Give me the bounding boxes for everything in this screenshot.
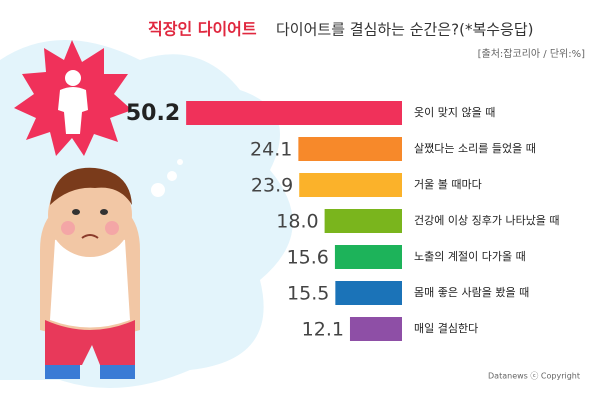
starburst: [14, 40, 132, 156]
value-label: 18.0: [276, 211, 318, 233]
bar: [335, 281, 402, 305]
value-label: 50.2: [126, 101, 180, 126]
value-label: 23.9: [251, 175, 293, 197]
value-label: 12.1: [302, 319, 344, 341]
bar: [334, 245, 402, 269]
bar: [298, 137, 402, 161]
category-label: 옷이 맞지 않을 때: [414, 106, 495, 119]
category-label: 건강에 이상 징후가 나타났을 때: [414, 214, 560, 227]
category-label: 매일 결심한다: [414, 321, 478, 335]
footer: Datanews ⓒ Copyright: [488, 372, 580, 381]
thought-bubbles: [151, 159, 183, 197]
boy-illustration: [40, 167, 140, 379]
bar: [324, 209, 402, 233]
value-label: 24.1: [250, 139, 292, 161]
category-label: 거울 볼 때마다: [414, 178, 482, 191]
chart-title: 다이어트를 결심하는 순간은?(*복수응답): [276, 21, 534, 39]
bar: [186, 101, 402, 125]
bar: [349, 317, 402, 341]
title-prefix: 직장인 다이어트: [148, 20, 257, 39]
subtitle: [출처:잡코리아 / 단위:%]: [478, 47, 585, 60]
value-label: 15.6: [287, 247, 329, 269]
value-label: 15.5: [287, 283, 329, 305]
category-label: 몸매 좋은 사람을 봤을 때: [414, 286, 529, 299]
bar: [299, 173, 402, 197]
category-label: 살쪘다는 소리를 들었을 때: [414, 142, 536, 155]
category-label: 노출의 계절이 다가올 때: [414, 250, 526, 263]
